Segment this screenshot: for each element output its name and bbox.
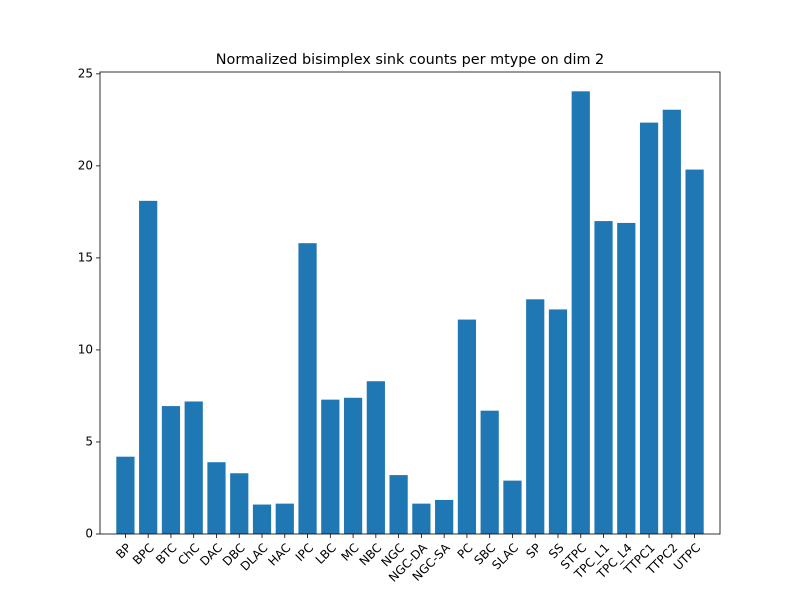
x-tick-label: UTPC: [671, 541, 703, 573]
y-tick-label: 15: [78, 250, 93, 264]
bar-tpc-l4: [617, 222, 636, 535]
x-tick-label: SLAC: [489, 541, 521, 573]
y-tick-label: 10: [78, 342, 93, 356]
bar-ss: [548, 309, 568, 534]
x-tick-label: LBC: [313, 541, 339, 567]
bar-ttpc2: [662, 109, 681, 535]
bar-bp: [116, 456, 135, 534]
bar-ngc-sa: [435, 499, 454, 534]
bar-ngc-da: [412, 503, 431, 534]
x-tick-label: BPC: [130, 541, 157, 568]
x-tick-label: SP: [523, 541, 543, 561]
bar-mc: [343, 397, 363, 534]
bar-pc: [457, 319, 477, 534]
bar-tpc-l1: [594, 221, 613, 535]
bar-dac: [207, 462, 226, 534]
x-tick-label: BTC: [153, 541, 179, 567]
bars-group: [116, 91, 704, 535]
bar-sbc: [480, 410, 499, 534]
plot-frame: [99, 71, 721, 535]
y-tick-label: 20: [78, 158, 93, 172]
x-tick-label: HAC: [266, 541, 294, 569]
y-tick-label: 5: [85, 434, 93, 448]
y-tick-label: 25: [78, 66, 93, 80]
x-tick-label: ChC: [175, 541, 202, 568]
bar-ipc: [298, 243, 317, 535]
bar-hac: [275, 503, 294, 534]
bar-ngc: [389, 475, 408, 534]
bar-dlac: [252, 504, 272, 534]
bar-sp: [526, 299, 545, 534]
x-tick-label: IPC: [293, 541, 316, 564]
bar-lbc: [321, 399, 340, 534]
y-tick-label: 0: [85, 527, 93, 541]
bar-stpc: [571, 91, 590, 534]
x-tick-label: NBC: [357, 541, 385, 569]
bar-ttpc1: [639, 122, 659, 535]
bar-nbc: [366, 381, 385, 534]
y-axis: 0 5 10 15 20 25: [78, 66, 100, 541]
bar-slac: [503, 480, 522, 534]
bar-utpc: [685, 169, 704, 535]
bar-dbc: [230, 473, 249, 534]
bar-bpc: [139, 200, 158, 535]
x-tick-label: DAC: [197, 541, 225, 569]
bar-chc: [184, 401, 203, 534]
bar-btc: [161, 406, 181, 534]
chart-title: Normalized bisimplex sink counts per mty…: [216, 52, 604, 68]
